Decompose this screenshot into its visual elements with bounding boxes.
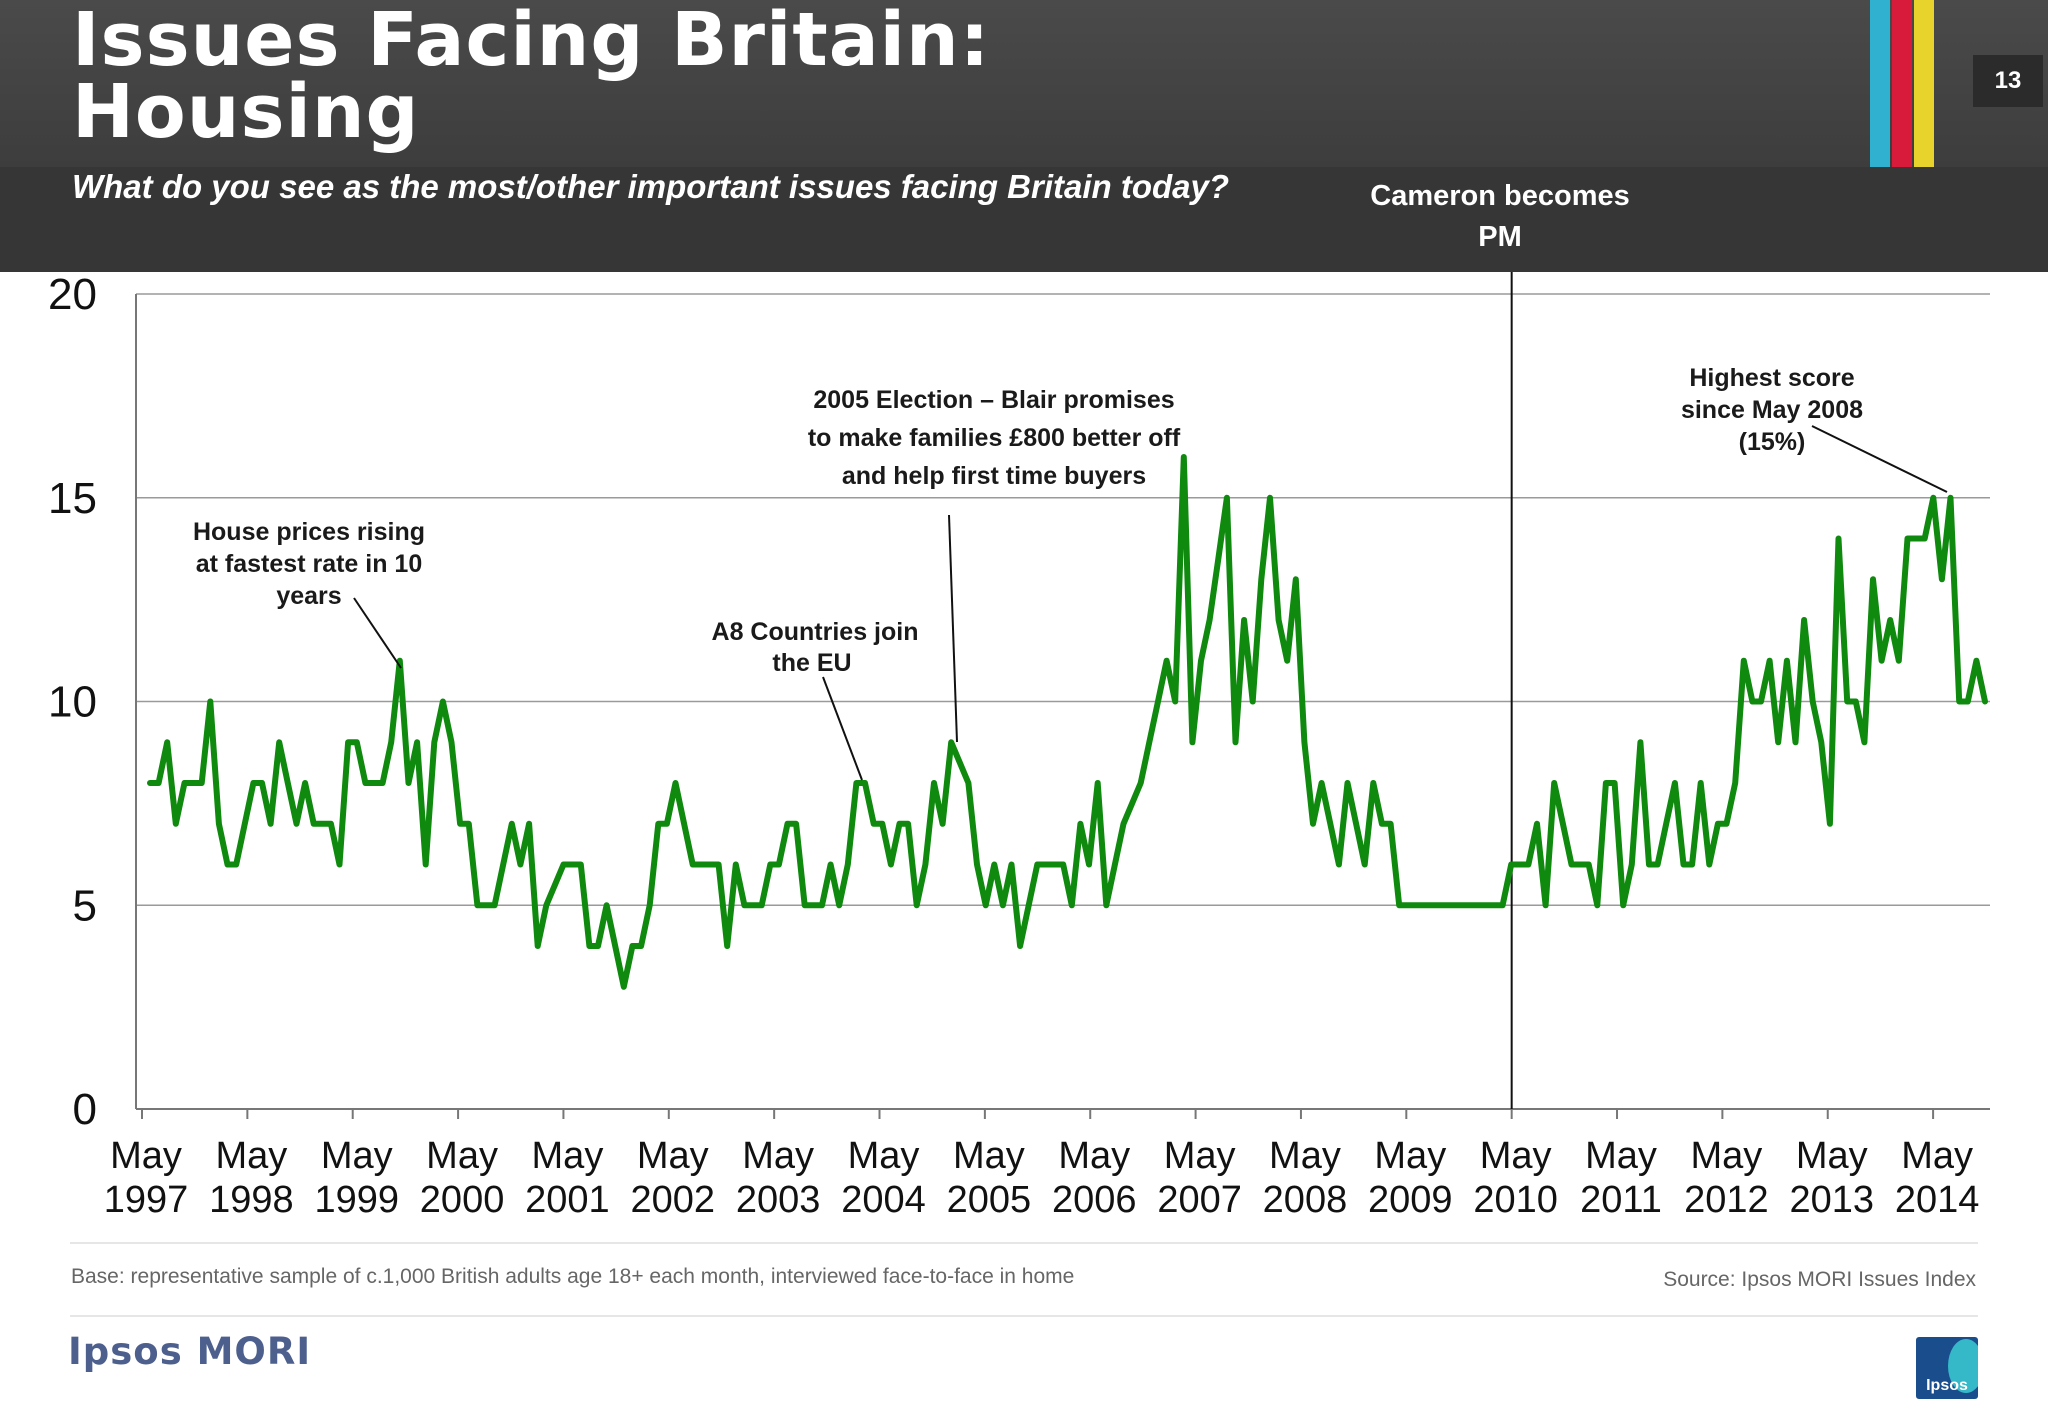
annotation-pointer xyxy=(354,598,401,668)
x-tick-label-month: May xyxy=(1269,1135,1341,1177)
ipsos-mori-logo: Ipsos MORI xyxy=(68,1330,311,1373)
ipsos-badge-logo: Ipsos xyxy=(1916,1337,1978,1399)
x-tick-label-month: May xyxy=(532,1135,604,1177)
x-tick-label-year: 2003 xyxy=(736,1179,821,1221)
annotation-text: at fastest rate in 10 xyxy=(196,550,423,578)
annotation-text: House prices rising xyxy=(193,518,425,546)
x-tick-label-year: 2006 xyxy=(1052,1179,1137,1221)
x-tick-label-month: May xyxy=(321,1135,393,1177)
y-tick-label: 10 xyxy=(48,678,97,727)
badge-label: Ipsos xyxy=(1916,1377,1978,1395)
title-line-2: Housing xyxy=(72,69,420,155)
x-tick-label-year: 2002 xyxy=(631,1179,716,1221)
x-tick-label-month: May xyxy=(110,1135,182,1177)
y-axis-ticks: 0 5 10 15 20 xyxy=(48,272,97,1134)
annotation-text: to make families £800 better off xyxy=(808,424,1181,452)
x-tick-label-year: 2014 xyxy=(1895,1179,1980,1221)
series-line xyxy=(150,457,1985,987)
x-tick-label-year: 2013 xyxy=(1789,1179,1874,1221)
x-tick-label-year: 2012 xyxy=(1684,1179,1769,1221)
annotation-text: (15%) xyxy=(1739,428,1806,456)
x-tick-label-year: 1999 xyxy=(314,1179,399,1221)
annotation-text: since May 2008 xyxy=(1681,396,1863,424)
x-tick-label-year: 2000 xyxy=(420,1179,505,1221)
x-tick-label-month: May xyxy=(426,1135,498,1177)
stripe-yellow xyxy=(1914,0,1934,167)
x-tick-label-year: 2001 xyxy=(525,1179,610,1221)
footer-rule-top xyxy=(70,1242,1978,1244)
brand-stripes xyxy=(1870,0,1936,167)
x-tick-label-year: 1997 xyxy=(104,1179,189,1221)
y-tick-label: 5 xyxy=(73,881,97,930)
annotation-highest-score: Highest score since May 2008 (15%) xyxy=(1681,364,1947,492)
annotation-pointer xyxy=(823,677,862,780)
cameron-annotation-line: Cameron becomes xyxy=(1330,176,1670,217)
annotation-text: Highest score xyxy=(1689,364,1854,392)
footer-source: Source: Ipsos MORI Issues Index xyxy=(1663,1268,1976,1292)
y-tick-label: 20 xyxy=(48,272,97,319)
page-title: Issues Facing Britain: Housing xyxy=(72,4,990,148)
question-subtitle: What do you see as the most/other import… xyxy=(72,168,1229,206)
stripe-red xyxy=(1892,0,1912,167)
y-tick-label: 0 xyxy=(73,1085,97,1134)
stripe-blue xyxy=(1870,0,1890,167)
annotation-text: years xyxy=(276,582,341,610)
x-tick-label-month: May xyxy=(1164,1135,1236,1177)
annotation-a8: A8 Countries join the EU xyxy=(712,618,919,780)
annotation-text: A8 Countries join xyxy=(712,618,919,646)
x-tick-label-year: 2011 xyxy=(1580,1179,1662,1221)
x-tick-label-month: May xyxy=(1480,1135,1552,1177)
annotation-text: the EU xyxy=(772,649,851,677)
cameron-annotation-line: PM xyxy=(1330,217,1670,258)
x-tick-label-year: 2008 xyxy=(1263,1179,1348,1221)
x-tick-label-month: May xyxy=(953,1135,1025,1177)
x-tick-label-month: May xyxy=(637,1135,709,1177)
header-bar: Issues Facing Britain: Housing What do y… xyxy=(0,0,2048,272)
footer-base-note: Base: representative sample of c.1,000 B… xyxy=(71,1265,1074,1289)
annotation-2005-election: 2005 Election – Blair promises to make f… xyxy=(808,386,1181,742)
x-tick-label-month: May xyxy=(742,1135,814,1177)
x-axis-tick-labels: May1997May1998May1999May2000May2001May20… xyxy=(104,1135,1980,1221)
annotation-house-prices: House prices rising at fastest rate in 1… xyxy=(193,518,425,668)
x-tick-label-month: May xyxy=(1374,1135,1446,1177)
page-number: 13 xyxy=(1973,55,2043,107)
cameron-annotation: Cameron becomes PM xyxy=(1330,176,1670,258)
x-tick-label-year: 2009 xyxy=(1368,1179,1453,1221)
y-tick-label: 15 xyxy=(48,474,97,523)
x-tick-label-month: May xyxy=(1901,1135,1973,1177)
x-tick-label-year: 2007 xyxy=(1157,1179,1242,1221)
footer-rule-bottom xyxy=(70,1315,1978,1317)
x-tick-label-month: May xyxy=(1690,1135,1762,1177)
annotation-pointer xyxy=(949,515,957,742)
x-tick-label-month: May xyxy=(1585,1135,1657,1177)
annotation-pointer xyxy=(1812,426,1947,492)
x-tick-label-month: May xyxy=(848,1135,920,1177)
x-tick-label-month: May xyxy=(215,1135,287,1177)
x-tick-label-year: 2004 xyxy=(841,1179,926,1221)
x-tick-label-month: May xyxy=(1796,1135,1868,1177)
x-tick-label-year: 2010 xyxy=(1473,1179,1558,1221)
annotation-text: 2005 Election – Blair promises xyxy=(813,386,1174,414)
x-tick-label-month: May xyxy=(1058,1135,1130,1177)
x-tick-label-year: 1998 xyxy=(209,1179,294,1221)
x-tick-label-year: 2005 xyxy=(947,1179,1032,1221)
annotation-text: and help first time buyers xyxy=(842,462,1146,490)
